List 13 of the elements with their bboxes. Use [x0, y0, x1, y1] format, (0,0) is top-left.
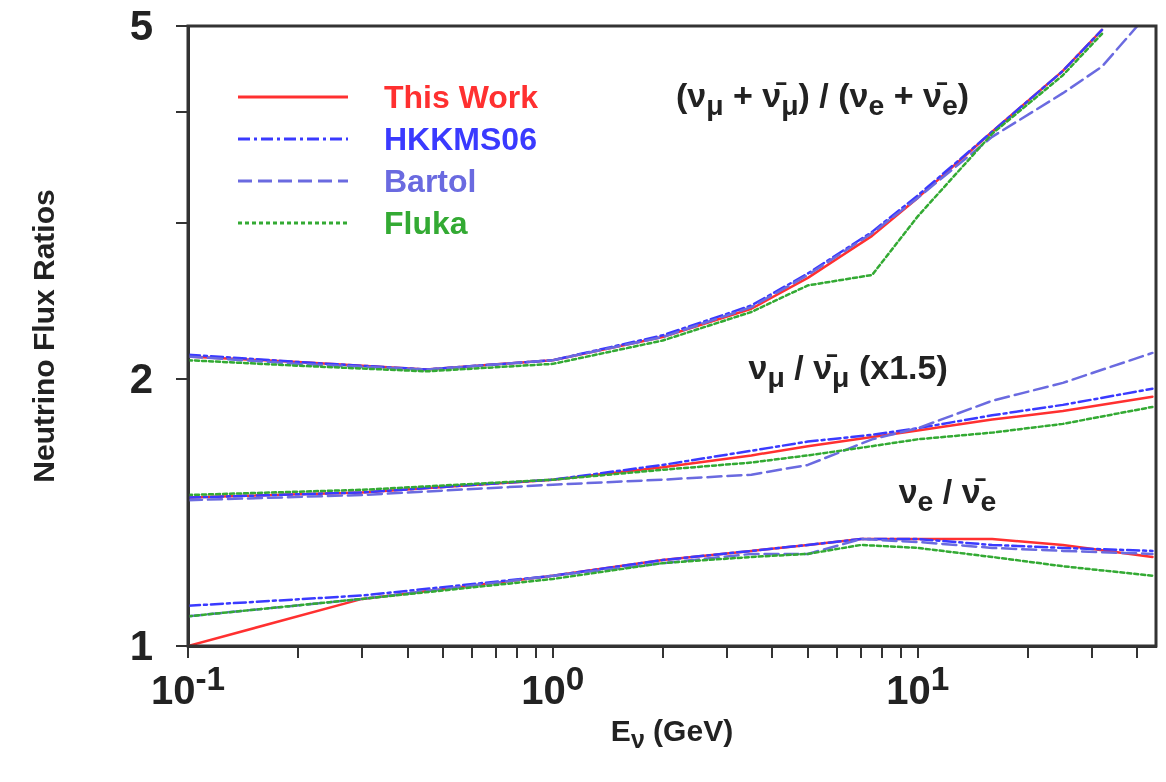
- y-axis-title: Neutrino Flux Ratios: [27, 189, 61, 483]
- text: (ν$_{μ}$ + ν̄$_{μ}$) / (ν$_{e}$ + ν̄$_{e}$): [676, 75, 970, 121]
- legend-label: Fluka: [384, 204, 468, 242]
- legend-label: This Work: [384, 78, 539, 116]
- legend-label: HKKMS06: [384, 120, 537, 158]
- y-tick-label: 5: [128, 2, 153, 50]
- annotation: ν$_{e}$ / ν̄$_{e}$: [894, 472, 1001, 519]
- legend-label: Bartol: [384, 162, 477, 200]
- annotation: ν$_{μ}$ / ν̄$_{μ}$ (x1.5): [744, 348, 952, 395]
- x-tick-label: 10$^{0}$: [520, 660, 586, 714]
- y-tick-label: 2: [128, 354, 153, 403]
- x-axis-title: E$_{ν}$ (GeV): [609, 714, 735, 754]
- x-tick-label: 10$^{1}$: [885, 660, 951, 714]
